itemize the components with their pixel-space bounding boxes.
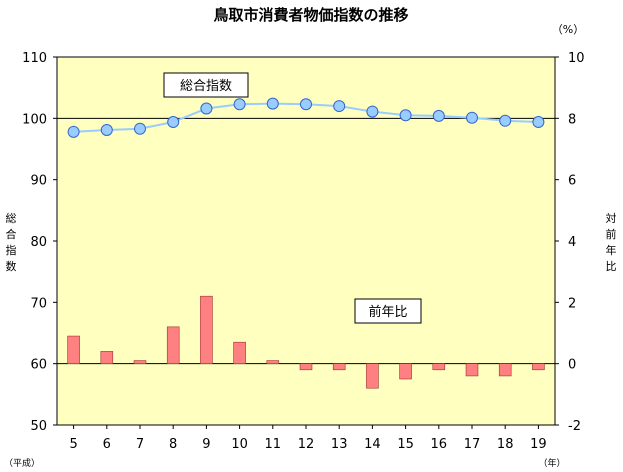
point-9 xyxy=(200,102,213,115)
point-11 xyxy=(266,97,279,110)
legend-line-series: 総合指数 xyxy=(163,72,249,98)
bar-9 xyxy=(200,295,213,364)
x-tick-label-13: 13 xyxy=(331,437,348,452)
legend-bar-label: 前年比 xyxy=(368,304,407,320)
point-15 xyxy=(399,109,412,122)
x-tick-label-19: 19 xyxy=(530,437,547,452)
line-series xyxy=(67,97,545,138)
bar-5 xyxy=(67,335,80,364)
bar-19 xyxy=(532,363,545,371)
right-tick-label--2: -2 xyxy=(568,419,581,434)
bar-series xyxy=(67,295,545,389)
left-axis-ticks: 50 60 70 80 90 100 110 xyxy=(22,51,57,434)
bar-13 xyxy=(332,363,346,371)
right-axis-unit: （%） xyxy=(552,23,584,36)
right-tick-label-4: 4 xyxy=(568,235,576,250)
right-tick-label-0: 0 xyxy=(568,358,576,373)
left-tick-label-60: 60 xyxy=(30,358,47,373)
legend-bar-series: 前年比 xyxy=(354,298,422,324)
x-tick-label-7: 7 xyxy=(136,437,144,452)
right-axis-label: 対前年比 xyxy=(606,211,617,273)
x-axis-unit: （年） xyxy=(538,457,565,469)
chart-title: 鳥取市消費者物価指数の推移 xyxy=(213,6,408,24)
bar-8 xyxy=(166,326,180,364)
left-tick-label-80: 80 xyxy=(30,235,47,250)
x-tick-label-8: 8 xyxy=(169,437,177,452)
point-13 xyxy=(333,100,346,113)
right-axis-label-text: 対前年比 xyxy=(606,211,617,273)
point-12 xyxy=(300,98,312,111)
bar-18 xyxy=(498,363,512,377)
right-tick-label-2: 2 xyxy=(568,296,576,311)
point-7 xyxy=(134,122,146,135)
x-tick-label-18: 18 xyxy=(497,437,514,452)
point-18 xyxy=(499,114,512,127)
point-8 xyxy=(167,116,180,129)
x-tick-label-16: 16 xyxy=(431,437,448,452)
bar-15 xyxy=(399,363,412,380)
right-tick-label-8: 8 xyxy=(568,112,576,127)
legend-line-label: 総合指数 xyxy=(180,79,232,94)
left-tick-label-70: 70 xyxy=(30,296,47,311)
x-tick-label-5: 5 xyxy=(69,437,77,452)
bar-12 xyxy=(299,363,313,371)
x-tick-label-14: 14 xyxy=(364,437,381,452)
bar-7 xyxy=(133,360,147,364)
x-tick-label-10: 10 xyxy=(231,437,248,452)
x-tick-label-9: 9 xyxy=(202,437,210,452)
point-14 xyxy=(366,105,379,118)
left-tick-label-50: 50 xyxy=(30,419,47,434)
point-17 xyxy=(466,111,478,124)
left-tick-label-90: 90 xyxy=(30,174,47,189)
bar-14 xyxy=(366,363,379,389)
x-tick-label-6: 6 xyxy=(103,437,111,452)
x-tick-label-12: 12 xyxy=(298,437,315,452)
left-axis-label-text: 総合指数 xyxy=(6,211,17,273)
left-tick-label-110: 110 xyxy=(22,51,47,66)
left-axis-label: 総合指数 xyxy=(6,211,17,273)
point-19 xyxy=(532,116,545,129)
x-tick-label-11: 11 xyxy=(265,437,282,452)
x-tick-label-15: 15 xyxy=(397,437,414,452)
point-16 xyxy=(432,109,445,122)
right-axis-ticks: -2 0 2 4 6 8 10 xyxy=(555,51,585,434)
x-tick-label-17: 17 xyxy=(464,437,481,452)
right-tick-label-6: 6 xyxy=(568,174,576,189)
bar-6 xyxy=(100,351,114,364)
x-axis-note: （平成） xyxy=(4,457,40,469)
point-5 xyxy=(67,125,80,138)
point-6 xyxy=(100,123,113,136)
point-10 xyxy=(233,98,246,111)
left-tick-label-100: 100 xyxy=(22,112,47,127)
right-tick-label-10: 10 xyxy=(568,51,585,66)
bar-16 xyxy=(432,363,446,371)
x-axis-ticks: 5 6 7 8 9 10 11 12 13 14 15 16 17 18 19 xyxy=(69,425,547,452)
bar-11 xyxy=(266,360,280,364)
bar-17 xyxy=(465,363,479,377)
bar-10 xyxy=(233,341,246,364)
